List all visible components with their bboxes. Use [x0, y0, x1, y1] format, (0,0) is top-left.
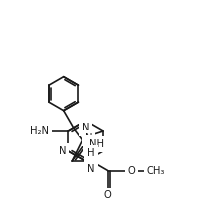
- Text: H₂N: H₂N: [30, 126, 49, 136]
- Text: O: O: [128, 165, 135, 176]
- Text: NH: NH: [89, 139, 104, 149]
- Text: O: O: [86, 138, 94, 148]
- Text: N: N: [88, 164, 95, 174]
- Text: CH₃: CH₃: [147, 165, 165, 176]
- Text: H: H: [88, 148, 95, 158]
- Text: N: N: [85, 133, 92, 143]
- Text: N: N: [59, 146, 66, 156]
- Text: O: O: [104, 191, 111, 200]
- Text: N: N: [82, 123, 89, 133]
